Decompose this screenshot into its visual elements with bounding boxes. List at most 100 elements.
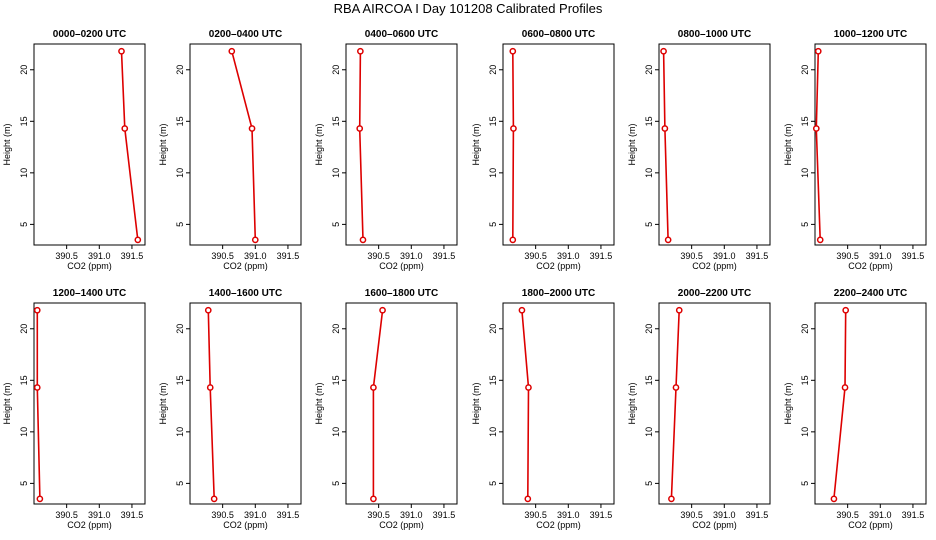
y-tick-label: 15 <box>644 116 654 126</box>
profile-point <box>842 306 850 314</box>
x-axis-label: CO2 (ppm) <box>536 261 581 271</box>
x-tick-label: 390.5 <box>836 510 859 520</box>
y-tick-label: 10 <box>644 427 654 437</box>
y-tick-label: 15 <box>488 375 498 385</box>
profile-line <box>670 310 680 499</box>
plot-frame <box>814 43 927 246</box>
x-tick-label: 390.5 <box>367 510 390 520</box>
profile-line <box>120 51 139 240</box>
y-tick-label: 15 <box>175 375 185 385</box>
y-tick-label: 15 <box>331 375 341 385</box>
profile-panel-4: 0800–1000 UTC 390.5 391.0 391.5 5 10 15 20 CO2 (… <box>627 29 771 271</box>
plot-frame <box>33 302 146 505</box>
profile-point <box>248 125 256 132</box>
profile-point <box>812 125 820 132</box>
profile-point <box>814 47 822 55</box>
x-axis-label: CO2 (ppm) <box>692 261 737 271</box>
x-tick-label: 391.5 <box>902 251 925 261</box>
profile-point <box>509 236 517 244</box>
profile-panel-2: 0400–0600 UTC 390.5 391.0 391.5 5 10 15 20 CO2 (… <box>314 29 458 271</box>
y-tick-label: 20 <box>19 324 29 334</box>
x-tick-label: 391.0 <box>713 510 736 520</box>
plot-frame <box>33 43 146 246</box>
y-tick-label: 10 <box>175 168 185 178</box>
y-tick-label: 10 <box>800 168 810 178</box>
y-axis-label: Height (m) <box>783 123 793 165</box>
y-tick-label: 5 <box>644 481 654 486</box>
profile-point <box>33 306 41 314</box>
profile-panel-6: 1200–1400 UTC 390.5 391.0 391.5 5 10 15 20 CO2 (… <box>2 288 146 530</box>
x-axis-label: CO2 (ppm) <box>848 261 893 271</box>
y-tick-label: 15 <box>19 375 29 385</box>
y-tick-label: 10 <box>488 427 498 437</box>
profile-line <box>207 310 215 499</box>
profile-panel-1: 0200–0400 UTC 390.5 391.0 391.5 5 10 15 20 CO2 (… <box>158 29 302 271</box>
y-axis-label: Height (m) <box>2 123 12 165</box>
profile-point <box>357 47 364 55</box>
y-tick-label: 10 <box>331 427 341 437</box>
profile-point <box>379 306 386 314</box>
plot-frame <box>814 302 927 505</box>
panel-title: 0800–1000 UTC <box>678 29 751 40</box>
y-axis-label: Height (m) <box>158 123 168 165</box>
profile-point <box>830 495 838 503</box>
y-tick-label: 20 <box>488 65 498 75</box>
y-tick-label: 10 <box>800 427 810 437</box>
profile-point <box>525 384 532 391</box>
profile-line <box>833 310 847 499</box>
panel-title: 1800–2000 UTC <box>522 288 595 299</box>
x-axis-label: CO2 (ppm) <box>223 261 268 271</box>
y-tick-label: 20 <box>800 324 810 334</box>
y-axis-label: Height (m) <box>783 382 793 424</box>
profile-point <box>36 495 44 503</box>
panel-title: 1200–1400 UTC <box>53 288 126 299</box>
x-tick-label: 391.5 <box>746 510 769 520</box>
profile-line <box>231 50 257 240</box>
y-tick-label: 20 <box>488 324 498 334</box>
y-tick-label: 15 <box>800 116 810 126</box>
y-tick-label: 20 <box>331 65 341 75</box>
x-axis-label: CO2 (ppm) <box>379 520 424 530</box>
plot-frame <box>658 302 771 505</box>
profile-line <box>521 310 530 499</box>
y-tick-label: 15 <box>800 375 810 385</box>
profile-point <box>841 384 849 391</box>
y-axis-label: Height (m) <box>627 382 637 424</box>
x-tick-label: 391.0 <box>88 251 111 261</box>
x-tick-label: 390.5 <box>367 251 390 261</box>
profile-panel-10: 2000–2200 UTC 390.5 391.0 391.5 5 10 15 20 CO2 (… <box>627 288 771 530</box>
x-tick-label: 391.0 <box>557 251 580 261</box>
x-tick-label: 391.5 <box>121 251 144 261</box>
x-tick-label: 391.0 <box>713 251 736 261</box>
panel-title: 2200–2400 UTC <box>834 288 907 299</box>
x-tick-label: 390.5 <box>211 251 234 261</box>
panel-title: 0000–0200 UTC <box>53 29 126 40</box>
x-tick-label: 391.5 <box>277 510 300 520</box>
profile-line <box>511 51 515 240</box>
x-axis-label: CO2 (ppm) <box>379 261 424 271</box>
y-tick-label: 5 <box>19 481 29 486</box>
plot-frame <box>189 302 302 505</box>
profile-point <box>204 306 212 314</box>
profile-point <box>668 495 675 503</box>
profile-point <box>660 47 667 55</box>
x-tick-label: 390.5 <box>524 251 547 261</box>
x-tick-label: 391.5 <box>277 251 300 261</box>
x-axis-label: CO2 (ppm) <box>67 261 112 271</box>
plot-frame <box>502 302 615 505</box>
plot-frame <box>658 43 771 246</box>
panel-title: 2000–2200 UTC <box>678 288 751 299</box>
x-tick-label: 391.0 <box>244 510 267 520</box>
x-tick-label: 390.5 <box>524 510 547 520</box>
profile-point <box>134 236 142 244</box>
panel-title: 0400–0600 UTC <box>365 29 438 40</box>
y-tick-label: 5 <box>175 222 185 227</box>
y-tick-label: 20 <box>644 65 654 75</box>
profile-point <box>251 236 259 244</box>
y-axis-label: Height (m) <box>471 123 481 165</box>
profile-point <box>33 384 41 391</box>
x-tick-label: 390.5 <box>680 510 703 520</box>
y-axis-label: Height (m) <box>471 382 481 424</box>
y-tick-label: 5 <box>175 481 185 486</box>
